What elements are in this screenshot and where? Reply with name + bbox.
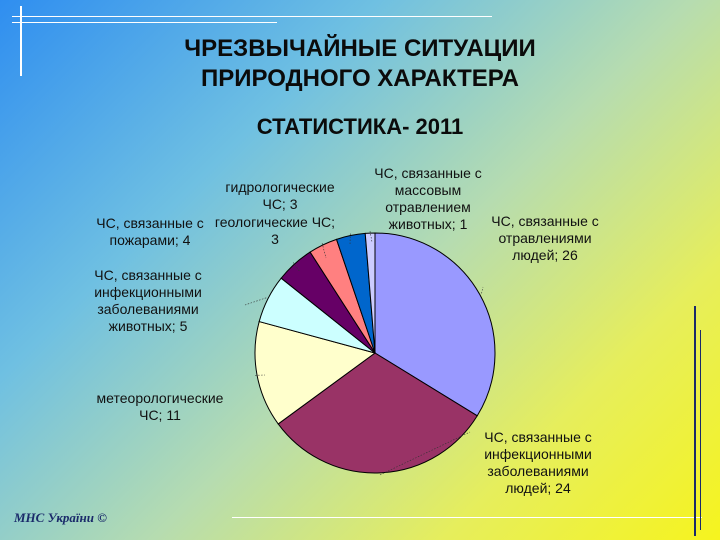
slice-label: ЧС, связанные с инфекционными заболеваниям…	[94, 267, 202, 334]
footer-copyright: МНС України ©	[14, 510, 107, 525]
slice-label: метеорологические ЧС; 11	[97, 390, 224, 423]
slide-title-line1: ЧРЕЗВЫЧАЙНЫЕ СИТУАЦИИ	[184, 35, 536, 62]
slide-title-line2: ПРИРОДНОГО ХАРАКТЕРА	[201, 65, 519, 92]
slice-label: ЧС, связанные с массовым отравлением животн…	[374, 165, 482, 232]
slice-leader-line	[292, 262, 301, 273]
pie-slice	[364, 232, 376, 354]
pie-slice	[277, 352, 478, 474]
slice-leader-line	[481, 286, 484, 294]
pie-slice	[254, 320, 377, 425]
decor-line-top	[12, 16, 492, 17]
slice-label: геологические ЧС; 3	[215, 214, 335, 247]
slice-leader-line	[321, 243, 327, 259]
slice-label: ЧС, связанные с отравлениями людей; 26	[491, 213, 599, 263]
slice-label: ЧС, связанные с пожарами; 4	[96, 215, 204, 248]
slice-leader-line	[369, 231, 373, 243]
slice-label: ЧС, связанные с инфекционными заболеваниям…	[484, 429, 592, 496]
decor-line-bottom	[232, 517, 702, 518]
slice-leader-line	[244, 297, 267, 306]
decor-line-vertical-right	[694, 306, 696, 536]
slide-subtitle: СТАТИСТИКА- 2011	[256, 114, 464, 139]
decor-line-top-short	[12, 22, 277, 23]
slice-label: гидрологические ЧС; 3	[225, 179, 334, 212]
pie-slice	[374, 232, 496, 417]
decor-line-vertical-right-thin	[700, 330, 701, 530]
decor-line-vertical-left	[20, 6, 22, 76]
